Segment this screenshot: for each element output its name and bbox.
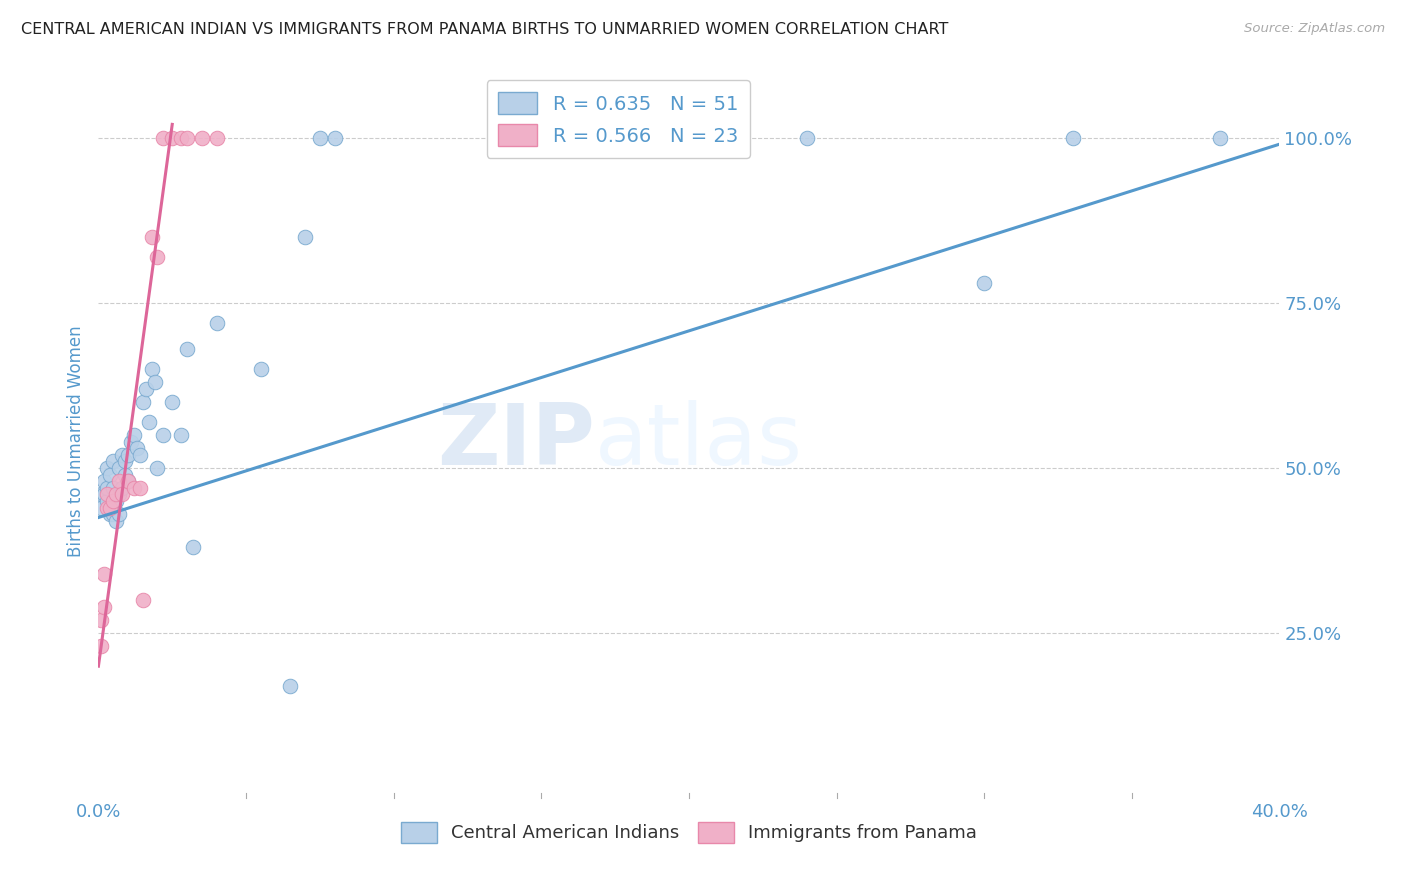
Point — [90, 640, 112, 654]
Point — [170, 130, 193, 145]
Point — [98, 467, 121, 482]
Point — [96, 487, 118, 501]
Point — [111, 487, 134, 501]
Point — [105, 487, 128, 501]
Point — [122, 428, 145, 442]
Point — [294, 229, 316, 244]
Point — [560, 130, 582, 145]
Point — [205, 130, 228, 145]
Point — [125, 441, 148, 455]
Point — [146, 461, 169, 475]
Point — [96, 461, 118, 475]
Point — [170, 428, 193, 442]
Point — [98, 500, 121, 515]
Point — [103, 500, 125, 515]
Text: CENTRAL AMERICAN INDIAN VS IMMIGRANTS FROM PANAMA BIRTHS TO UNMARRIED WOMEN CORR: CENTRAL AMERICAN INDIAN VS IMMIGRANTS FR… — [21, 22, 949, 37]
Text: atlas: atlas — [595, 400, 803, 483]
Point — [152, 428, 174, 442]
Point — [108, 507, 131, 521]
Point — [114, 454, 136, 468]
Text: ZIP: ZIP — [437, 400, 595, 483]
Point — [108, 461, 131, 475]
Point — [678, 130, 700, 145]
Point — [103, 454, 125, 468]
Point — [796, 130, 818, 145]
Point — [108, 487, 131, 501]
Y-axis label: Births to Unmarried Women: Births to Unmarried Women — [66, 326, 84, 558]
Point — [108, 474, 131, 488]
Point — [128, 481, 150, 495]
Point — [103, 507, 125, 521]
Point — [122, 481, 145, 495]
Point — [132, 395, 155, 409]
Point — [96, 481, 118, 495]
Point — [132, 593, 155, 607]
Point — [93, 566, 115, 581]
Point — [135, 382, 157, 396]
Point — [973, 276, 995, 290]
Point — [162, 395, 183, 409]
Point — [93, 474, 115, 488]
Point — [111, 481, 134, 495]
Point — [93, 487, 115, 501]
Point — [162, 130, 183, 145]
Point — [105, 494, 128, 508]
Point — [1209, 130, 1232, 145]
Point — [90, 500, 112, 515]
Point — [120, 434, 142, 449]
Point — [96, 494, 118, 508]
Point — [103, 494, 125, 508]
Point — [96, 500, 118, 515]
Point — [191, 130, 214, 145]
Point — [103, 481, 125, 495]
Point — [111, 448, 134, 462]
Point — [93, 599, 115, 614]
Point — [114, 467, 136, 482]
Point — [141, 229, 163, 244]
Point — [138, 415, 160, 429]
Point — [143, 375, 166, 389]
Point — [1062, 130, 1084, 145]
Point — [309, 130, 332, 145]
Point — [98, 507, 121, 521]
Point — [105, 514, 128, 528]
Point — [280, 679, 302, 693]
Point — [128, 448, 150, 462]
Point — [176, 342, 198, 356]
Point — [152, 130, 174, 145]
Point — [176, 130, 198, 145]
Point — [90, 487, 112, 501]
Point — [141, 362, 163, 376]
Point — [323, 130, 346, 145]
Point — [205, 316, 228, 330]
Point — [90, 613, 112, 627]
Point — [117, 474, 139, 488]
Point — [117, 474, 139, 488]
Point — [250, 362, 273, 376]
Text: Source: ZipAtlas.com: Source: ZipAtlas.com — [1244, 22, 1385, 36]
Legend: Central American Indians, Immigrants from Panama: Central American Indians, Immigrants fro… — [394, 814, 984, 850]
Point — [181, 541, 204, 555]
Point — [146, 250, 169, 264]
Point — [117, 448, 139, 462]
